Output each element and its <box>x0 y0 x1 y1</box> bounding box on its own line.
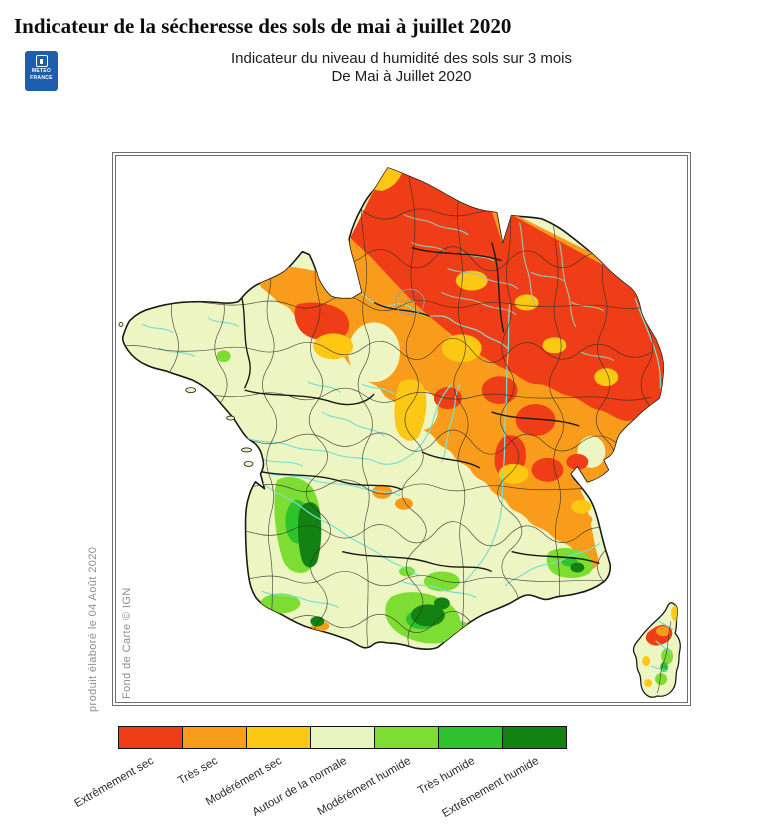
legend-label-tres-humide: Très humide <box>416 755 477 798</box>
idf-gray-borders <box>395 288 425 315</box>
legend-label-tres-sec: Très sec <box>176 755 220 788</box>
subtitle-line-1: Indicateur du niveau d humidité des sols… <box>230 50 572 67</box>
logo-line-1: METEO <box>31 68 52 74</box>
legend-swatch-autour-normale <box>311 727 375 748</box>
legend-swatch-extremement-sec <box>119 727 183 748</box>
subtitle-line-2: De Mai à Juillet 2020 <box>331 68 472 85</box>
legend-colorbar <box>118 726 567 749</box>
region-borders <box>239 242 600 573</box>
logo-line-2: FRANCE <box>30 75 53 81</box>
map-subtitle: Indicateur du niveau d humidité des sols… <box>112 50 691 86</box>
legend-swatch-tres-humide <box>439 727 503 748</box>
legend-swatch-moderement-humide <box>375 727 439 748</box>
legend-swatch-extremement-humide <box>503 727 566 748</box>
france-soil-moisture-map <box>118 167 681 698</box>
legend-swatch-tres-sec <box>183 727 247 748</box>
map-frame <box>112 152 691 706</box>
meteo-france-logo-icon <box>35 55 48 67</box>
legend-label-extremement-sec: Extrêmement sec <box>72 755 156 811</box>
page-title: Indicateur de la sécheresse des sols de … <box>14 14 512 38</box>
meteo-france-logo: METEO FRANCE <box>25 51 58 91</box>
rivers <box>142 214 661 608</box>
legend-swatch-moderement-sec <box>247 727 311 748</box>
atlantic-islands <box>118 321 254 467</box>
produced-date-note: produit élaboré le 04 Août 2020 <box>87 546 99 712</box>
